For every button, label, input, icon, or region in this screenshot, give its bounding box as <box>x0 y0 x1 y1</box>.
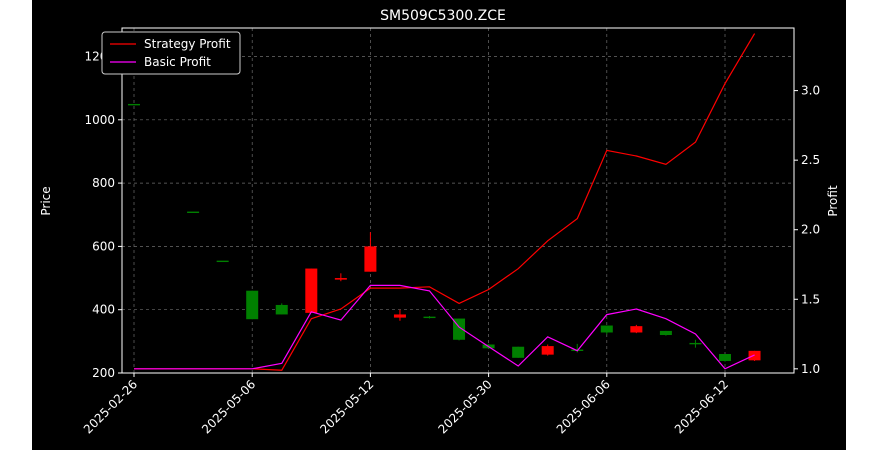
right-tick-label: 2.5 <box>801 153 820 167</box>
legend: Strategy Profit Basic Profit <box>101 31 241 75</box>
candle-body <box>512 346 525 358</box>
candle-body <box>423 316 436 319</box>
candle-body <box>689 342 702 345</box>
right-axis-ticks: 1.0 1.5 2.0 2.5 3.0 <box>794 84 820 376</box>
candle-body <box>275 304 288 315</box>
candle-body <box>719 354 731 361</box>
left-tick-label: 400 <box>92 303 115 317</box>
candle-body <box>216 260 229 263</box>
x-tick-label: 2025-06-06 <box>554 377 613 436</box>
candle-body <box>334 278 347 280</box>
left-tick-label: 200 <box>92 366 115 380</box>
candle-body <box>246 290 259 320</box>
profit-lines <box>134 33 756 371</box>
candle-body <box>659 330 672 336</box>
x-tick-label: 2025-05-06 <box>199 377 258 436</box>
candles <box>128 103 761 362</box>
x-tick-label: 2025-05-30 <box>436 377 495 436</box>
candle-body <box>748 350 761 361</box>
chart-title: SM509C5300.ZCE <box>380 8 506 24</box>
right-tick-label: 1.0 <box>801 362 820 376</box>
right-tick-label: 1.5 <box>801 292 820 306</box>
strategy-profit-line <box>134 33 756 371</box>
left-tick-label: 1000 <box>84 113 115 127</box>
x-tick-label: 2025-05-12 <box>317 377 376 436</box>
right-axis-label: Profit <box>826 185 840 217</box>
candle-body <box>600 325 613 333</box>
x-tick-label: 2025-02-26 <box>81 377 140 436</box>
left-tick-label: 800 <box>92 176 115 190</box>
candle-body <box>541 346 554 355</box>
right-tick-label: 2.0 <box>801 223 820 237</box>
plot-frame <box>121 27 795 374</box>
candle-body <box>128 103 140 106</box>
right-tick-label: 3.0 <box>801 84 820 98</box>
basic-profit-line <box>134 284 755 370</box>
x-axis-ticks: 2025-02-26 2025-05-06 2025-05-12 2025-05-30… <box>81 373 731 436</box>
candle-body <box>364 246 377 272</box>
candle-body <box>305 268 318 313</box>
left-tick-label: 600 <box>92 239 115 253</box>
candle-body <box>187 211 200 213</box>
x-tick-label: 2025-06-12 <box>672 377 731 436</box>
legend-box <box>101 31 241 75</box>
candle-body <box>393 314 406 318</box>
chart-figure: SM509C5300.ZCE 200 400 600 800 1000 1200 1.0 1… <box>32 0 846 450</box>
legend-strategy-label: Strategy Profit <box>144 37 231 51</box>
legend-basic-label: Basic Profit <box>144 55 211 69</box>
candle-body <box>630 326 643 333</box>
left-axis-label: Price <box>39 186 53 215</box>
